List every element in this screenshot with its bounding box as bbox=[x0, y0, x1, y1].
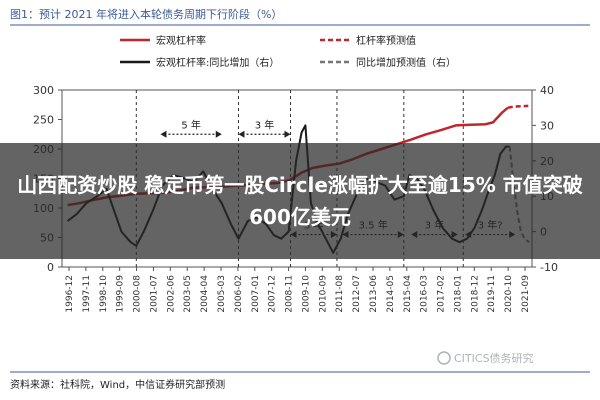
watermark: CITICS债务研究 bbox=[437, 351, 534, 365]
x-tick-label: 2021-09 bbox=[521, 275, 531, 313]
x-tick-label: 2020-10 bbox=[504, 275, 514, 313]
y-left-tick-label: 300 bbox=[33, 84, 54, 97]
x-tick-label: 2008-11 bbox=[285, 275, 295, 313]
annotation-label: 3 年 bbox=[255, 118, 275, 131]
x-tick-label: 1997-11 bbox=[82, 275, 92, 313]
arrow-right-icon bbox=[215, 130, 222, 138]
arrow-left-icon bbox=[238, 130, 245, 138]
x-tick-label: 2007-12 bbox=[268, 275, 278, 313]
x-tick-label: 2002-06 bbox=[166, 275, 176, 313]
watermark-text: CITICS债务研究 bbox=[454, 351, 534, 365]
x-tick-label: 2013-06 bbox=[369, 275, 379, 313]
x-tick-label: 2001-07 bbox=[149, 275, 159, 313]
source-note: 资料来源：社科院，Wind，中信证券研究部预测 bbox=[10, 378, 225, 391]
headline-banner: 山西配资炒股 稳定币第一股Circle涨幅扩大至逾15% 市值突破600亿美元 bbox=[0, 143, 600, 259]
x-tick-label: 2012-07 bbox=[352, 275, 362, 313]
legend-label-leverage: 宏观杠杆率 bbox=[156, 34, 206, 47]
cycle-annotation-1: 3 年 bbox=[238, 118, 291, 138]
arrow-right-icon bbox=[284, 130, 291, 138]
x-tick-label: 2018-12 bbox=[470, 275, 480, 313]
x-tick-label: 2015-04 bbox=[403, 275, 413, 313]
legend-label-yoy-forecast: 同比增加预测值（右） bbox=[356, 56, 456, 69]
x-tick-label: 2009-10 bbox=[301, 275, 311, 313]
series-line-leverage-forecast bbox=[507, 104, 529, 109]
cycle-annotation-0: 5 年 bbox=[160, 118, 222, 138]
x-tick-label: 2018-01 bbox=[453, 275, 463, 313]
annotation-label: 5 年 bbox=[181, 118, 201, 131]
x-tick-label: 2005-03 bbox=[217, 275, 227, 313]
x-tick-label: 1998-10 bbox=[99, 275, 109, 313]
arrow-left-icon bbox=[160, 130, 167, 138]
y-left-tick-label: 0 bbox=[47, 261, 54, 274]
x-tick-label: 1999-09 bbox=[116, 275, 126, 313]
x-tick-label: 2004-04 bbox=[200, 275, 210, 313]
y-right-tick-label: -10 bbox=[540, 261, 558, 274]
x-tick-label: 2000-08 bbox=[133, 275, 143, 313]
watermark-logo-icon bbox=[437, 351, 451, 365]
legend-label-yoy: 宏观杠杆率:同比增加（右） bbox=[156, 56, 279, 69]
x-axis: 1996-12 1997-11 1998-10 1999-09 2000-08 2001-… bbox=[65, 267, 531, 313]
x-tick-label: 2007-01 bbox=[251, 275, 261, 313]
x-tick-label: 2019-11 bbox=[487, 275, 497, 313]
x-tick-label: 2010-09 bbox=[318, 275, 328, 313]
x-tick-label: 1996-12 bbox=[65, 275, 75, 313]
x-tick-label: 2017-02 bbox=[437, 275, 447, 313]
figure-title: 图1：预计 2021 年将进入本轮债务周期下行阶段（%） bbox=[10, 7, 282, 21]
x-tick-label: 2016-03 bbox=[420, 275, 430, 313]
y-right-tick-label: 40 bbox=[540, 84, 554, 97]
x-tick-label: 2006-02 bbox=[234, 275, 244, 313]
x-tick-label: 2014-05 bbox=[386, 275, 396, 313]
legend-label-leverage-forecast: 杠杆率预测值 bbox=[356, 34, 416, 47]
legend: 宏观杠杆率 杠杆率预测值 宏观杠杆率:同比增加（右） 同比增加预测值（右） bbox=[120, 34, 456, 69]
y-left-tick-label: 250 bbox=[33, 114, 54, 127]
headline-text[interactable]: 山西配资炒股 稳定币第一股Circle涨幅扩大至逾15% 市值突破600亿美元 bbox=[17, 173, 583, 229]
x-tick-label: 2011-08 bbox=[335, 275, 345, 313]
y-right-tick-label: 30 bbox=[540, 119, 554, 132]
x-tick-label: 2003-05 bbox=[183, 275, 193, 313]
